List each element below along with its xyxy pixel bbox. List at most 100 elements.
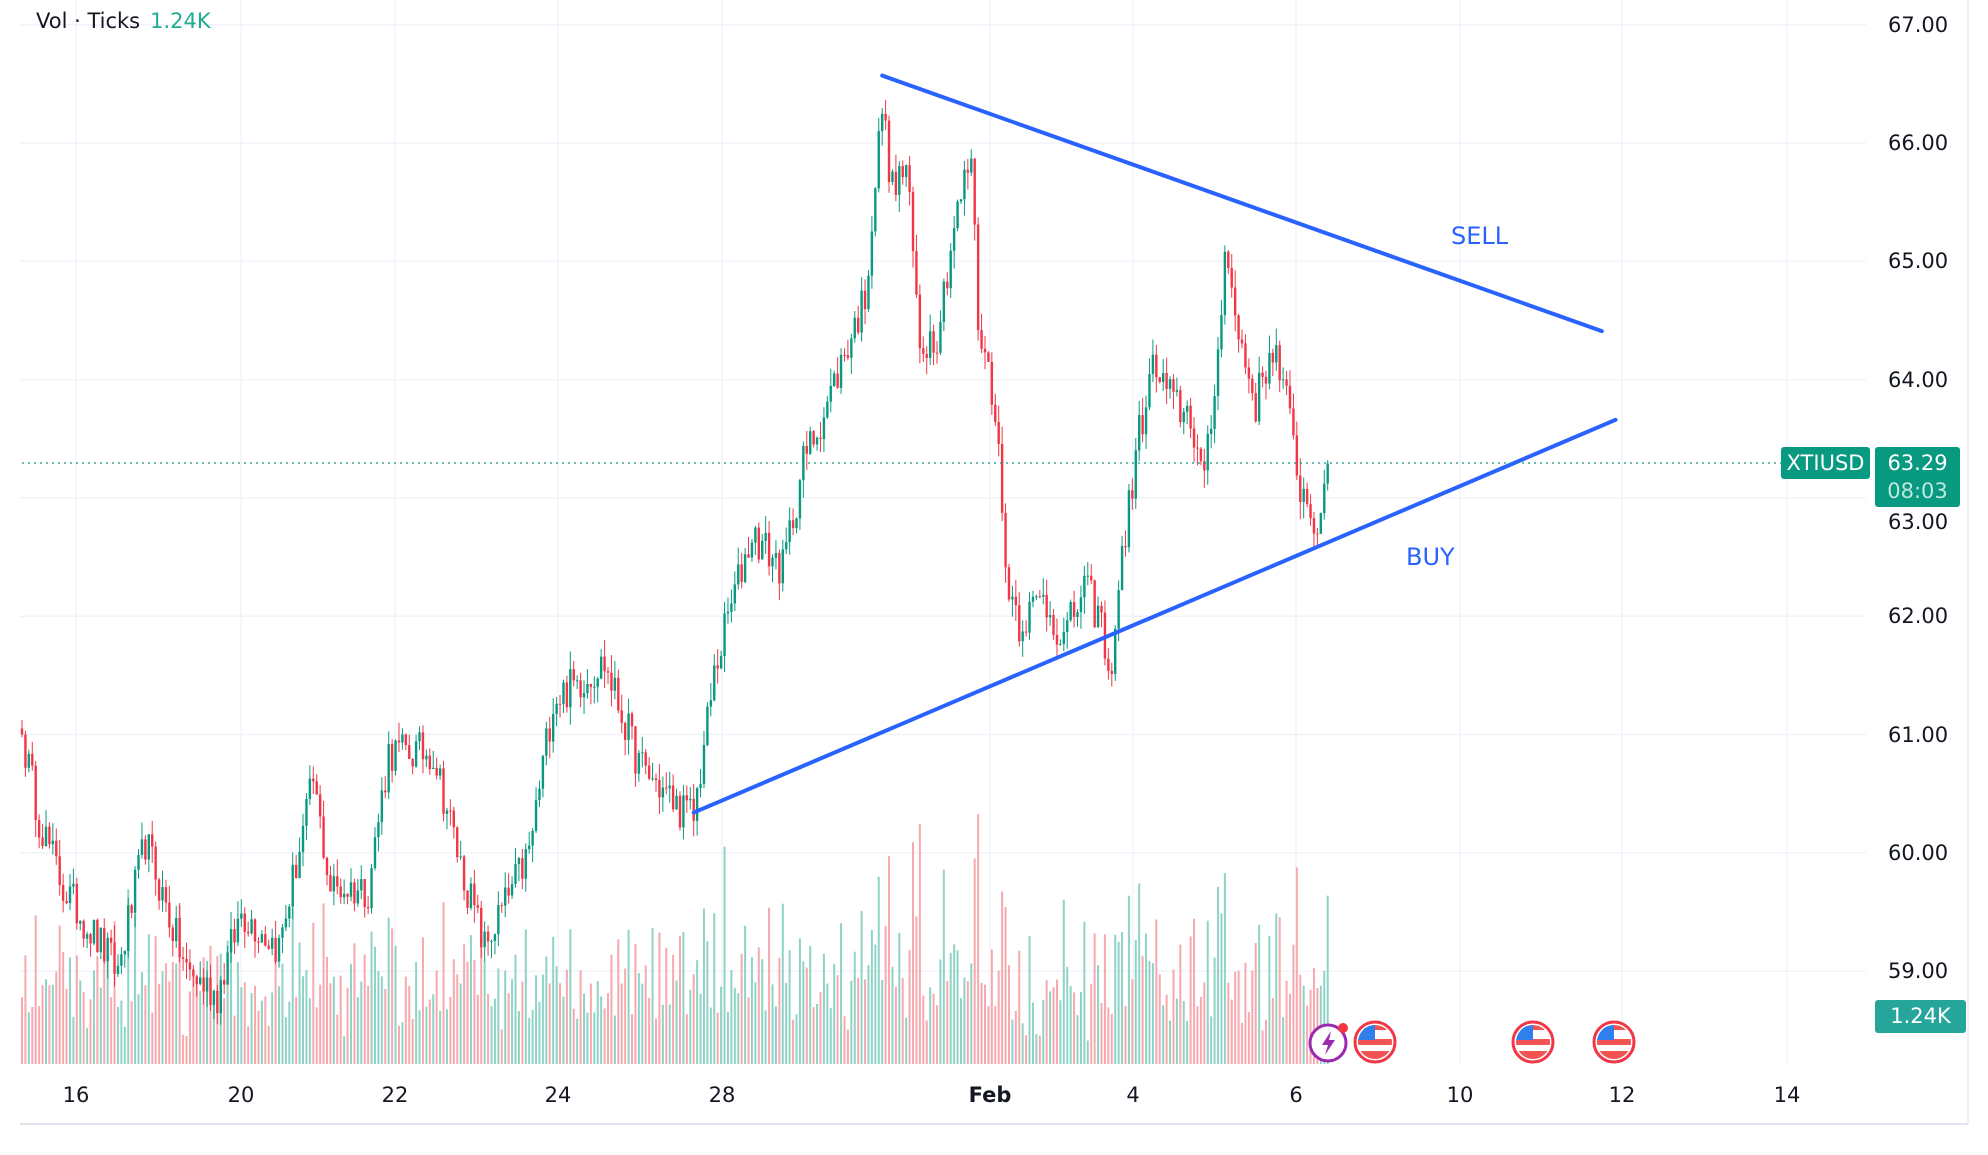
candle-body: [270, 937, 274, 949]
candle-body: [408, 745, 411, 759]
volume-bar: [72, 1016, 75, 1064]
volume-bar: [1234, 971, 1237, 1064]
candle-body: [1114, 628, 1117, 674]
volume-bar: [92, 970, 95, 1064]
candle-body: [1148, 374, 1151, 408]
volume-bar: [733, 987, 736, 1064]
candle-body: [671, 785, 675, 810]
candle-body: [1275, 345, 1278, 363]
candle-body: [109, 937, 113, 943]
volume-bar: [175, 963, 178, 1064]
candle-body: [654, 778, 658, 780]
volume-bar: [291, 907, 294, 1064]
volume-bar: [905, 1017, 908, 1064]
volume-bar: [147, 934, 150, 1064]
volume-bar: [1193, 918, 1196, 1064]
candle-body: [318, 794, 322, 817]
bar-countdown: 08:03: [1887, 479, 1948, 503]
candle-body: [551, 714, 555, 742]
candle-body: [178, 917, 181, 958]
volume-bar: [1100, 1003, 1103, 1064]
volume-bar: [435, 970, 438, 1064]
volume-bar: [264, 996, 267, 1064]
lightning-event-icon[interactable]: [1307, 1020, 1351, 1064]
volume-bar: [1196, 1006, 1199, 1064]
candle-body: [880, 113, 884, 132]
candle-body: [185, 958, 188, 963]
candle-body: [713, 665, 716, 701]
candle-body: [894, 171, 898, 195]
candle-body: [411, 758, 414, 767]
volume-bar: [555, 966, 558, 1064]
volume-bar: [1103, 934, 1106, 1064]
candle-body: [1240, 339, 1244, 344]
candle-body: [116, 965, 120, 974]
candle-body: [140, 839, 144, 855]
volume-bar: [1138, 883, 1141, 1064]
candle-body: [1305, 488, 1309, 505]
volume-bar: [110, 997, 113, 1064]
candle-body: [1155, 354, 1158, 378]
volume-bar: [504, 970, 507, 1064]
volume-bar: [1199, 996, 1202, 1064]
volume-bar: [497, 968, 500, 1064]
candle-body: [829, 385, 832, 402]
candle-body: [867, 275, 870, 310]
candle-body: [147, 834, 150, 860]
candle-body: [288, 906, 291, 919]
candle-body: [298, 852, 301, 879]
us-flag-icon[interactable]: [1511, 1020, 1555, 1064]
candle-body: [935, 352, 939, 354]
volume-bar: [1251, 970, 1254, 1064]
candle-body: [699, 784, 702, 789]
volume-bar: [1182, 1000, 1185, 1064]
us-flag-icon[interactable]: [1353, 1020, 1397, 1064]
volume-bar: [798, 938, 801, 1064]
candle-body: [82, 920, 85, 939]
volume-bar: [898, 932, 901, 1064]
volume-bar: [363, 954, 366, 1064]
candle-body: [976, 224, 980, 331]
candle-body: [1059, 644, 1062, 646]
volume-bar: [199, 990, 202, 1064]
volume-bar: [65, 988, 68, 1064]
volume-bar: [1210, 1016, 1213, 1064]
volume-bar: [1319, 985, 1322, 1064]
candle-body: [380, 790, 384, 823]
candle-body: [764, 532, 767, 541]
candle-body: [342, 893, 346, 898]
candle-body: [630, 713, 634, 727]
candle-body: [918, 294, 922, 349]
volume-bar: [511, 979, 514, 1064]
candle-body: [579, 680, 582, 698]
volume-bar: [1107, 1007, 1110, 1064]
trendlines[interactable]: [691, 73, 1618, 815]
volume-bar: [826, 983, 829, 1064]
volume-bar: [483, 960, 486, 1064]
candle-body: [665, 787, 668, 789]
volume-bar: [442, 902, 445, 1064]
volume-bar: [1093, 933, 1096, 1064]
trendline-buy[interactable]: [691, 417, 1618, 815]
volume-bar: [716, 1012, 719, 1064]
trendline-sell[interactable]: [880, 73, 1604, 334]
candle-body: [363, 879, 366, 908]
volume-bar: [1076, 1015, 1079, 1064]
volume-bar: [75, 955, 78, 1064]
time-tick-label: 10: [1446, 1083, 1474, 1107]
volume-bar: [771, 984, 774, 1064]
candle-body: [154, 846, 157, 880]
candle-body: [209, 977, 212, 1005]
volume-bar: [267, 1025, 270, 1064]
candle-body: [1035, 596, 1038, 598]
volume-bar: [846, 1029, 849, 1064]
candle-body: [774, 552, 778, 558]
volume-bar: [836, 975, 839, 1064]
volume-bar: [730, 969, 733, 1064]
us-flag-icon[interactable]: [1592, 1020, 1636, 1064]
candle-body: [723, 613, 726, 657]
candle-body: [846, 355, 850, 358]
volume-bar: [130, 1001, 133, 1064]
candle-body: [473, 883, 476, 906]
